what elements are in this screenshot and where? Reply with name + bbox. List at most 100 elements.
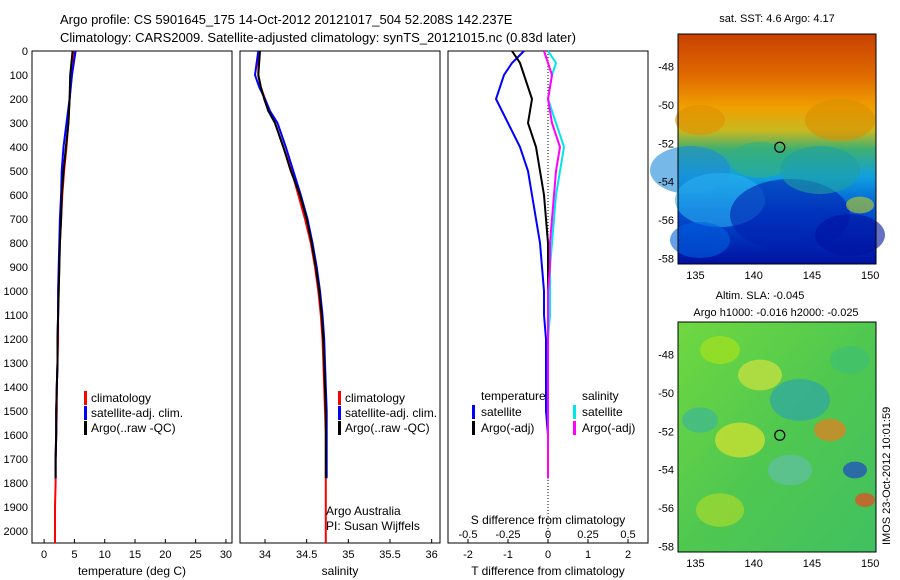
sst-map bbox=[650, 33, 885, 265]
sla-texture bbox=[682, 336, 875, 527]
legend-swatch-t-argo bbox=[472, 421, 475, 435]
s-diff-tick-label: -0.5 bbox=[459, 529, 478, 541]
lat-tick-label: -56 bbox=[658, 215, 674, 227]
sla-texture-patch bbox=[768, 454, 812, 486]
sst-lat-axis: -48 -50 -52 -54 -56 -58 bbox=[658, 62, 674, 266]
sla-texture-patch bbox=[738, 359, 782, 391]
legend-label-t-satellite: satellite bbox=[481, 405, 522, 419]
profile-line-argo-raw-qc- bbox=[54, 50, 74, 479]
x-tick-label: 25 bbox=[190, 549, 202, 561]
legend-swatch-climatology bbox=[84, 391, 87, 405]
imos-timestamp: IMOS 23-Oct-2012 10:01:59 bbox=[881, 407, 893, 545]
sla-texture-patch bbox=[696, 493, 744, 527]
sla-map-frame bbox=[677, 321, 877, 553]
legend-swatch-argo bbox=[338, 421, 341, 435]
sst-texture-patch bbox=[846, 196, 874, 214]
sla-texture-patch bbox=[830, 346, 870, 374]
legend-label-climatology: climatology bbox=[91, 391, 151, 405]
salinity-panel-frame bbox=[239, 50, 441, 544]
profile-line-satellite bbox=[494, 50, 549, 479]
sst-texture-patch bbox=[675, 105, 725, 135]
header-line2: Climatology: CARS2009. Satellite-adjuste… bbox=[60, 30, 576, 45]
x-tick-label: 30 bbox=[220, 549, 232, 561]
x-tick-label: 35.5 bbox=[379, 549, 400, 561]
lat-tick-label: -50 bbox=[658, 100, 674, 112]
legend-label-t-argo: Argo(-adj) bbox=[481, 421, 534, 435]
legend-label-s-argo: Argo(-adj) bbox=[582, 421, 635, 435]
legend-swatch-argo bbox=[84, 421, 87, 435]
lon-tick-label: 135 bbox=[686, 270, 704, 282]
depth-tick-label: 1900 bbox=[4, 502, 28, 514]
depth-tick-label: 300 bbox=[10, 118, 28, 130]
depth-tick-label: 600 bbox=[10, 190, 28, 202]
s-diff-tick-label: 0.25 bbox=[577, 529, 598, 541]
sla-map bbox=[677, 321, 877, 553]
s-diff-tick-label: -0.25 bbox=[495, 529, 520, 541]
x-tick-label: 5 bbox=[71, 549, 77, 561]
sla-texture-patch bbox=[700, 336, 740, 364]
t-diff-xlabel: T difference from climatology bbox=[471, 564, 625, 578]
depth-tick-label: 0 bbox=[22, 46, 28, 58]
depth-tick-label: 1200 bbox=[4, 334, 28, 346]
legend-swatch-satellite bbox=[338, 406, 341, 420]
lon-tick-label: 140 bbox=[745, 558, 763, 570]
temperature-profiles bbox=[54, 50, 77, 543]
legend-header-salinity: salinity bbox=[582, 389, 619, 403]
sst-texture-patch bbox=[815, 214, 885, 256]
x-tick-label: 15 bbox=[129, 549, 141, 561]
lon-tick-label: 150 bbox=[861, 558, 879, 570]
x-tick-label: 35 bbox=[342, 549, 354, 561]
legend-label-climatology: climatology bbox=[345, 391, 405, 405]
x-tick-label: 10 bbox=[99, 549, 111, 561]
lat-tick-label: -52 bbox=[658, 426, 674, 438]
depth-tick-label: 1700 bbox=[4, 454, 28, 466]
depth-tick-label: 1100 bbox=[4, 310, 28, 322]
annotation-pi: PI: Susan Wijffels bbox=[326, 519, 420, 533]
depth-tick-label: 200 bbox=[10, 94, 28, 106]
sst-texture-patch bbox=[805, 99, 875, 141]
depth-tick-label: 1600 bbox=[4, 430, 28, 442]
x-tick-label: -2 bbox=[463, 549, 473, 561]
argo-float-marker bbox=[774, 141, 786, 153]
lon-tick-label: 145 bbox=[803, 558, 821, 570]
x-tick-label: 2 bbox=[625, 549, 631, 561]
sst-texture-patch bbox=[780, 146, 860, 194]
legend-swatch-satellite bbox=[84, 406, 87, 420]
lat-tick-label: -50 bbox=[658, 388, 674, 400]
depth-tick-label: 900 bbox=[10, 262, 28, 274]
x-tick-label: 34 bbox=[259, 549, 271, 561]
depth-tick-label: 800 bbox=[10, 238, 28, 250]
lat-tick-label: -48 bbox=[658, 62, 674, 74]
depth-tick-label: 700 bbox=[10, 214, 28, 226]
sla-texture-patch bbox=[843, 461, 867, 479]
depth-tick-label: 1500 bbox=[4, 406, 28, 418]
legend-swatch-s-argo bbox=[573, 421, 576, 435]
argo-float-marker bbox=[774, 429, 786, 441]
legend-swatch-climatology bbox=[338, 391, 341, 405]
sla-map-title: Altim. SLA: -0.045 bbox=[716, 290, 805, 302]
x-tick-label: 36 bbox=[426, 549, 438, 561]
depth-tick-label: 1000 bbox=[4, 286, 28, 298]
depth-tick-label: 1800 bbox=[4, 478, 28, 490]
x-tick-label: -1 bbox=[503, 549, 513, 561]
lat-tick-label: -58 bbox=[658, 541, 674, 553]
x-tick-label: 0 bbox=[545, 549, 551, 561]
sla-map-subtitle: Argo h1000: -0.016 h2000: -0.025 bbox=[693, 307, 858, 319]
x-tick-label: 0 bbox=[41, 549, 47, 561]
depth-tick-label: 500 bbox=[10, 166, 28, 178]
sst-texture bbox=[650, 99, 885, 258]
lat-tick-label: -54 bbox=[658, 465, 674, 477]
salinity-legend: climatology satellite-adj. clim. Argo(..… bbox=[338, 391, 437, 435]
legend-swatch-t-satellite bbox=[472, 405, 475, 419]
depth-tick-label: 400 bbox=[10, 142, 28, 154]
sla-texture-patch bbox=[855, 493, 875, 507]
salinity-x-axis: 34 34.5 35 35.5 36 bbox=[259, 539, 438, 561]
sla-texture-patch bbox=[682, 407, 718, 433]
legend-label-satellite: satellite-adj. clim. bbox=[91, 406, 183, 420]
s-diff-x-axis: -0.5-0.2500.250.5 bbox=[459, 529, 636, 541]
lat-tick-label: -48 bbox=[658, 350, 674, 362]
x-tick-label: 34.5 bbox=[296, 549, 317, 561]
depth-tick-label: 2000 bbox=[4, 526, 28, 538]
profile-line-argo-adj- bbox=[543, 50, 562, 479]
